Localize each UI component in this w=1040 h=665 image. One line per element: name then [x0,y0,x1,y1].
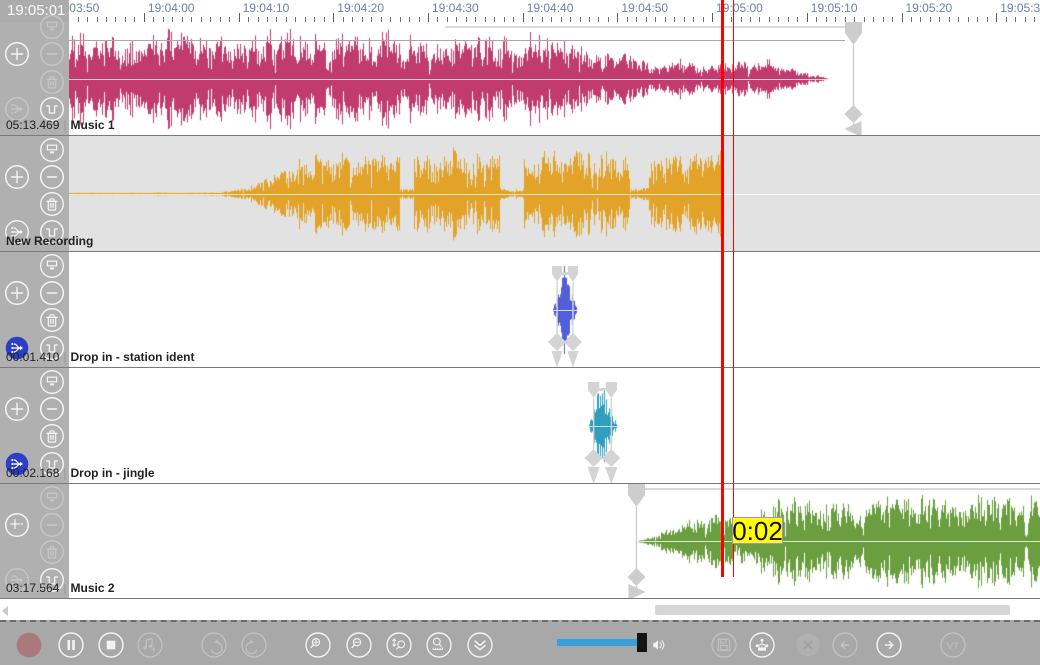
svg-text:VT: VT [947,641,959,652]
